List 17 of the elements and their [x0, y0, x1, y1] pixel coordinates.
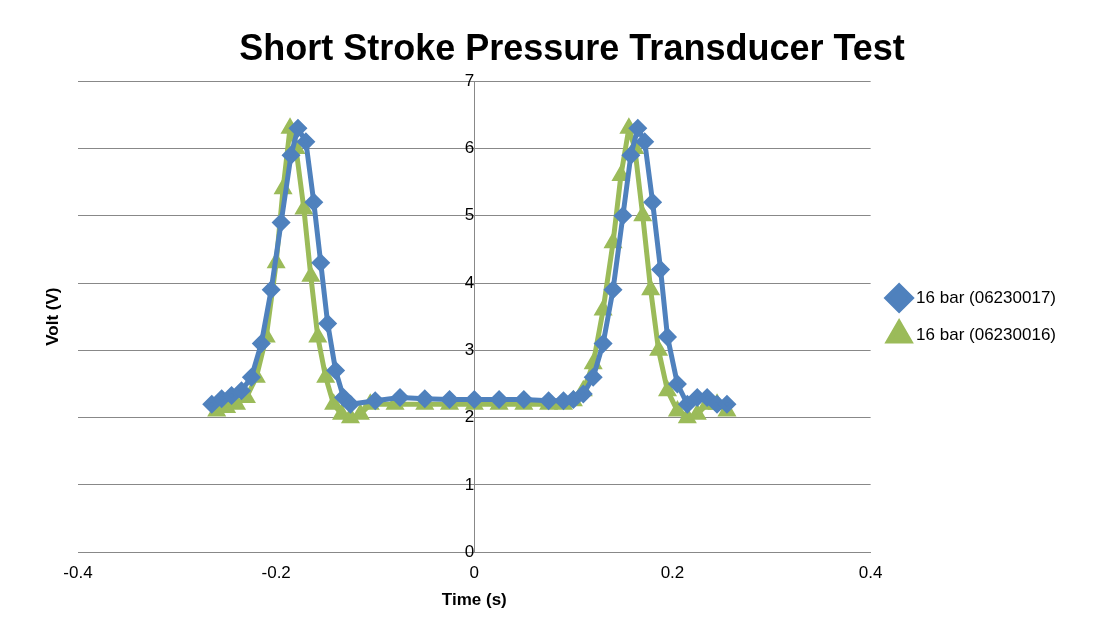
y-tick-label: 6 — [464, 138, 475, 158]
x-tick-label: 0.4 — [858, 563, 883, 583]
y-axis-title: Volt (V) — [42, 287, 62, 346]
y-tick-label: 2 — [464, 407, 475, 427]
legend-label: 16 bar (06230016) — [916, 324, 1057, 344]
y-tick-label: 5 — [464, 205, 475, 225]
chart-title: Short Stroke Pressure Transducer Test — [239, 26, 905, 68]
legend-label: 16 bar (06230017) — [916, 287, 1057, 307]
x-tick-label: -0.4 — [63, 563, 93, 583]
y-tick-label: 7 — [464, 70, 475, 90]
x-tick-label: 0.2 — [660, 563, 685, 583]
y-tick-label: 0 — [464, 541, 475, 561]
y-tick-label: 1 — [464, 474, 475, 494]
y-tick-label: 4 — [464, 272, 475, 292]
x-tick-label: -0.2 — [261, 563, 291, 583]
y-tick-label: 3 — [464, 340, 475, 360]
x-axis-title: Time (s) — [441, 590, 507, 610]
